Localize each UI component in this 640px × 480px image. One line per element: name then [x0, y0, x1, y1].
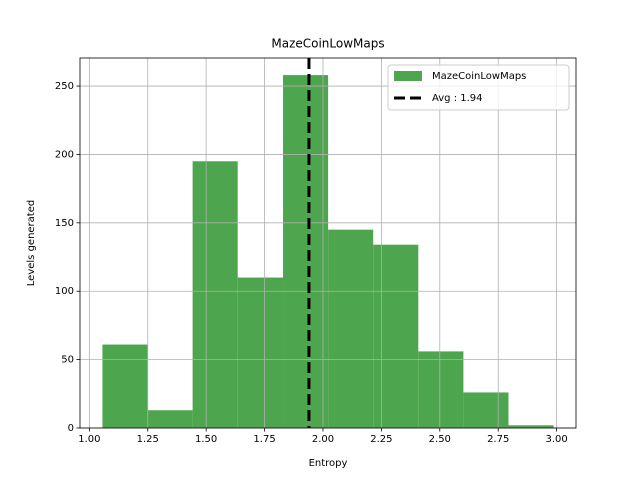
bar [237, 277, 284, 428]
legend-label: MazeCoinLowMaps [432, 71, 526, 82]
bar [463, 392, 509, 428]
x-tick-label: 2.25 [370, 434, 392, 445]
bar [373, 244, 419, 428]
x-tick-label: 1.00 [78, 434, 100, 445]
bar [418, 351, 464, 428]
y-tick-label: 50 [61, 355, 74, 366]
x-tick-label: 2.50 [429, 434, 451, 445]
y-axis-label: Levels generated [26, 200, 37, 286]
bar [328, 229, 374, 428]
x-tick-label: 2.00 [312, 434, 334, 445]
bar [102, 344, 148, 428]
bar [508, 425, 554, 428]
bar [147, 410, 193, 428]
x-tick-label: 1.50 [195, 434, 217, 445]
y-tick-label: 100 [55, 286, 74, 297]
y-tick-label: 150 [55, 218, 74, 229]
x-tick-label: 1.25 [137, 434, 159, 445]
x-tick-label: 2.75 [487, 434, 509, 445]
y-tick-label: 0 [68, 423, 74, 434]
y-tick-label: 250 [55, 81, 74, 92]
legend-box [387, 64, 570, 111]
plot-frame [79, 57, 577, 429]
x-tick-label: 3.00 [545, 434, 567, 445]
bar [192, 161, 238, 428]
y-tick-label: 200 [55, 149, 74, 160]
bar [283, 75, 329, 429]
legend-label: Avg : 1.94 [432, 93, 483, 104]
chart-title: MazeCoinLowMaps [271, 37, 384, 51]
x-axis-label: Entropy [309, 458, 348, 469]
x-tick-label: 1.75 [253, 434, 275, 445]
legend-swatch [394, 71, 422, 81]
